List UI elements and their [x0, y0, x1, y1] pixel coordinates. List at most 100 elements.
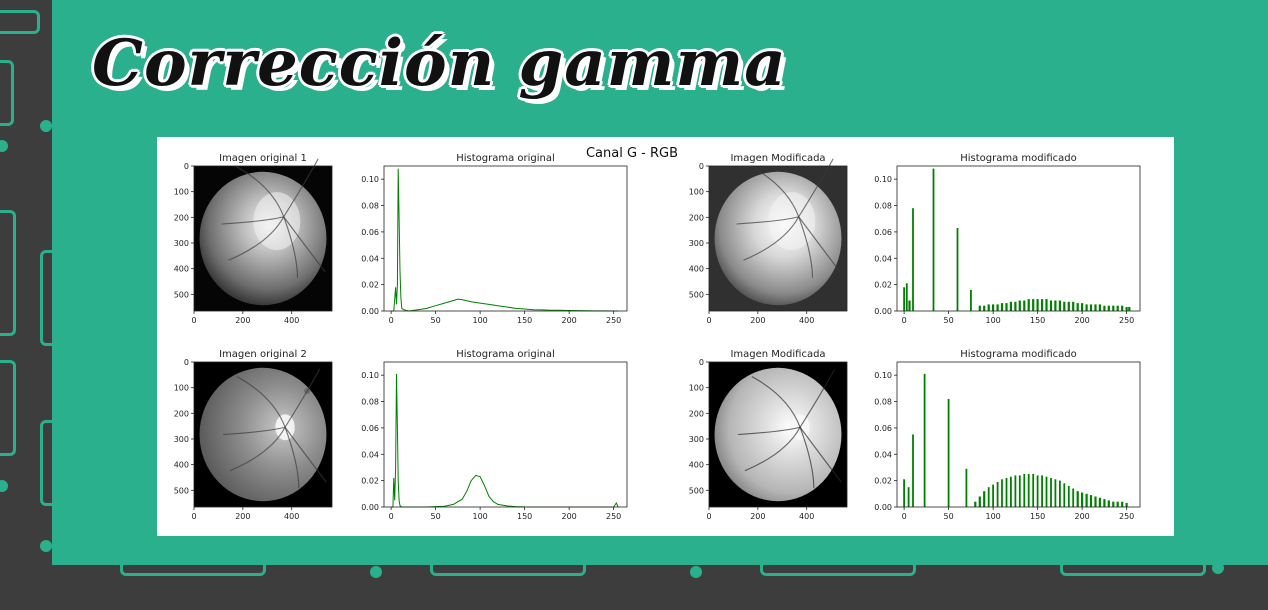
frame-dot [40, 540, 52, 552]
y-tick-label: 0.08 [874, 202, 892, 211]
x-tick-label: 200 [750, 512, 765, 521]
frame-dot [1212, 562, 1224, 574]
histogram-bar [1076, 303, 1079, 311]
histogram-bar [1085, 304, 1088, 311]
histogram-bar [1121, 305, 1124, 311]
histogram-bar [923, 373, 926, 507]
histogram-bar [1112, 305, 1115, 311]
blood-vessel [229, 426, 286, 472]
blood-vessel [283, 216, 299, 278]
histogram-bar [1098, 304, 1101, 311]
histogram-bar [1010, 476, 1012, 507]
retina-fundus [714, 367, 842, 502]
x-tick-label: 200 [750, 316, 765, 325]
histogram-bar [1058, 300, 1061, 311]
x-tick-label: 150 [517, 512, 532, 521]
histogram-bar [983, 305, 986, 311]
y-tick-label: 0.04 [361, 450, 379, 459]
histogram-bar [1063, 483, 1066, 507]
y-tick-label: 0.00 [361, 503, 379, 512]
histogram-bar [987, 304, 990, 311]
blood-vessel [736, 216, 799, 225]
x-tick-label: 250 [1119, 512, 1134, 521]
histogram-bar [978, 305, 981, 311]
histogram-bar [903, 287, 905, 311]
blood-vessel [235, 165, 285, 217]
axes-frame [193, 165, 333, 312]
blood-vessel [222, 426, 286, 436]
y-tick-label: 0 [699, 358, 704, 367]
histogram-bar [1041, 299, 1044, 311]
blood-vessel [799, 427, 815, 489]
y-tick-label: 0.00 [874, 503, 892, 512]
histogram-bar [996, 482, 999, 507]
x-tick-label: 200 [562, 316, 577, 325]
blood-vessel [283, 216, 326, 273]
y-tick-label: 0.08 [874, 398, 892, 407]
histogram-bar [1014, 301, 1017, 311]
histogram-bar [1116, 305, 1119, 311]
y-tick-label: 0.04 [874, 450, 892, 459]
y-tick-label: 500 [174, 290, 189, 299]
axes-frame [896, 165, 1141, 312]
x-tick-label: 250 [606, 512, 621, 521]
subplot-title: Histograma modificado [960, 349, 1077, 360]
frame-dot [40, 120, 52, 132]
y-tick-label: 300 [689, 435, 704, 444]
histogram-bar [978, 496, 981, 507]
histogram-bar [1081, 303, 1084, 311]
x-tick-label: 200 [235, 512, 250, 521]
histogram-bar [992, 484, 994, 507]
y-tick-label: 0.00 [361, 307, 379, 316]
y-tick-label: 0 [699, 162, 704, 171]
x-tick-label: 200 [1075, 316, 1090, 325]
figure-panel: Canal G - RGB Imagen original 1 0 100 200 30… [157, 137, 1174, 536]
histogram-bar [1045, 299, 1048, 311]
x-tick-label: 200 [235, 316, 250, 325]
histogram-bar [912, 434, 914, 507]
frame-ornament [0, 60, 14, 126]
slide-title: Corrección gamma [92, 26, 787, 101]
x-tick-label: 0 [191, 512, 196, 521]
histogram-bar [1023, 300, 1026, 311]
subplot-title: Imagen original 2 [219, 349, 307, 360]
y-tick-label: 500 [174, 486, 189, 495]
axes-frame [193, 361, 333, 508]
frame-ornament [120, 560, 266, 576]
subplot-title: Histograma modificado [960, 153, 1077, 164]
x-tick-label: 0 [706, 316, 711, 325]
blood-vessel [284, 368, 321, 428]
y-tick-label: 0.00 [874, 307, 892, 316]
x-tick-label: 250 [606, 316, 621, 325]
y-tick-label: 0 [184, 162, 189, 171]
histogram-bar [1085, 493, 1088, 507]
frame-dot [0, 140, 8, 152]
subplot-title: Imagen Modificada [730, 153, 825, 164]
histogram-bar [1098, 497, 1101, 507]
blood-vessel [737, 426, 801, 436]
y-tick-label: 400 [689, 265, 704, 274]
blood-vessel [236, 376, 286, 428]
left-frame [0, 0, 52, 610]
x-tick-label: 50 [431, 512, 441, 521]
y-tick-label: 0.06 [361, 228, 379, 237]
x-tick-label: 0 [902, 316, 907, 325]
histogram-line [391, 168, 619, 312]
y-tick-label: 400 [174, 461, 189, 470]
figure-canvas: Canal G - RGB Imagen original 1 0 100 200 30… [174, 146, 1141, 521]
x-tick-label: 0 [389, 316, 394, 325]
histogram-bar [932, 168, 935, 311]
histogram-bar [992, 304, 995, 311]
y-tick-label: 400 [174, 265, 189, 274]
y-tick-label: 100 [174, 188, 189, 197]
x-tick-label: 0 [191, 316, 196, 325]
y-tick-label: 0.02 [874, 281, 892, 290]
y-tick-label: 0.10 [361, 371, 379, 380]
blood-vessel [284, 426, 327, 483]
histogram-bar [974, 501, 977, 507]
histogram-bar [1125, 503, 1128, 507]
histogram-bar [905, 283, 908, 311]
x-tick-label: 400 [799, 512, 814, 521]
histogram-bar [1107, 305, 1110, 311]
axes-frame [896, 361, 1141, 508]
